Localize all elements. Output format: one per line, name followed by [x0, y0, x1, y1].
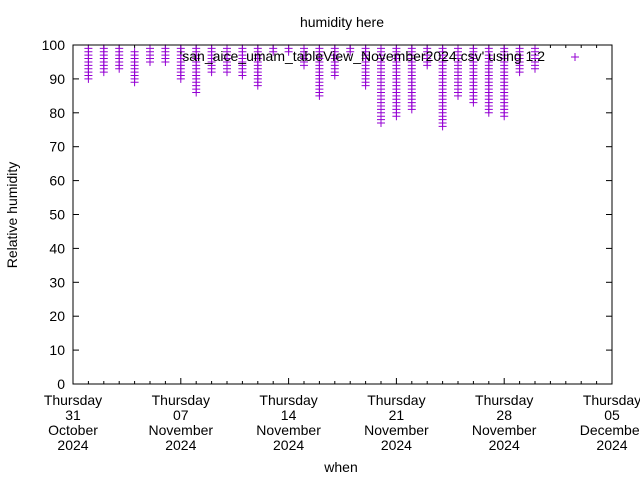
data-point — [269, 44, 278, 53]
x-tick-label: Thursday — [367, 392, 425, 408]
y-tick-label: 90 — [49, 71, 65, 87]
data-point — [192, 44, 201, 53]
data-point — [330, 44, 339, 53]
x-tick-label: 21 — [389, 407, 405, 423]
x-tick-label: 05 — [604, 407, 620, 423]
data-point — [423, 44, 432, 53]
y-tick-label: 70 — [49, 139, 65, 155]
data-point — [238, 44, 247, 53]
x-tick-label: November — [364, 422, 429, 438]
y-tick-label: 0 — [57, 376, 65, 392]
x-tick-label: 28 — [496, 407, 512, 423]
x-tick-label: Thursday — [259, 392, 317, 408]
plot-border — [72, 44, 613, 385]
x-tick-label: 14 — [281, 407, 297, 423]
axes: 0102030405060708090100Thursday31October2… — [42, 37, 640, 453]
x-tick-label: 2024 — [165, 437, 196, 453]
data-point — [361, 44, 370, 53]
x-tick-label: November — [256, 422, 321, 438]
data-point — [484, 44, 493, 53]
legend-label: 'san_aice_umam_tableView_November2024.cs… — [180, 48, 546, 64]
x-tick-label: 2024 — [489, 437, 520, 453]
chart-title: humidity here — [300, 14, 384, 30]
legend-marker — [571, 53, 579, 61]
data-point — [531, 44, 539, 53]
data-point — [377, 44, 385, 53]
data-point — [223, 44, 231, 53]
y-tick-label: 50 — [49, 207, 65, 223]
x-tick-label: December — [580, 422, 640, 438]
x-tick-label: 2024 — [57, 437, 88, 453]
x-tick-label: 2024 — [596, 437, 627, 453]
x-tick-label: October — [48, 422, 98, 438]
data-point — [130, 47, 139, 56]
data-point — [207, 44, 216, 53]
data-point — [253, 44, 262, 53]
data-point — [161, 44, 170, 53]
data-point — [115, 44, 124, 53]
legend-sample-marker — [571, 53, 579, 61]
y-tick-label: 80 — [49, 105, 65, 121]
y-tick-label: 60 — [49, 173, 65, 189]
x-tick-label: 2024 — [273, 437, 304, 453]
y-tick-label: 10 — [49, 342, 65, 358]
x-tick-label: 2024 — [381, 437, 412, 453]
legend: 'san_aice_umam_tableView_November2024.cs… — [180, 48, 579, 64]
data-point — [346, 44, 355, 53]
data-point — [315, 44, 324, 53]
data-point — [438, 44, 447, 53]
y-tick-label: 40 — [49, 240, 65, 256]
x-tick-label: November — [472, 422, 537, 438]
data-points — [84, 44, 539, 131]
data-point — [469, 44, 478, 53]
x-tick-label: 31 — [65, 407, 81, 423]
data-point — [300, 44, 308, 53]
y-axis-label: Relative humidity — [4, 162, 20, 269]
data-point — [454, 44, 462, 53]
x-tick-label: Thursday — [44, 392, 102, 408]
x-tick-label: 07 — [173, 407, 189, 423]
data-point — [515, 44, 524, 53]
data-point — [407, 44, 416, 53]
data-point — [500, 44, 509, 53]
x-axis-label: when — [323, 459, 357, 475]
x-tick-label: Thursday — [152, 392, 210, 408]
data-point — [392, 44, 401, 53]
data-point — [84, 44, 93, 53]
data-point — [176, 44, 185, 53]
data-point — [146, 44, 154, 53]
y-tick-label: 100 — [42, 37, 66, 53]
x-tick-label: Thursday — [583, 392, 640, 408]
x-tick-label: Thursday — [475, 392, 533, 408]
data-point — [99, 44, 108, 53]
x-tick-label: November — [149, 422, 214, 438]
y-tick-label: 20 — [49, 308, 65, 324]
data-point — [284, 44, 293, 53]
y-tick-label: 30 — [49, 274, 65, 290]
